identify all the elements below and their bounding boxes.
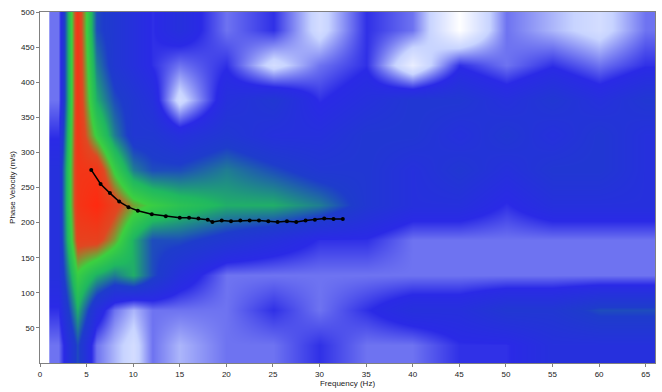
svg-text:100: 100 xyxy=(21,289,35,298)
svg-text:60: 60 xyxy=(595,370,604,379)
svg-text:350: 350 xyxy=(21,113,35,122)
svg-text:15: 15 xyxy=(175,370,184,379)
svg-text:150: 150 xyxy=(21,254,35,263)
svg-text:400: 400 xyxy=(21,78,35,87)
svg-text:Frequency (Hz): Frequency (Hz) xyxy=(320,379,375,388)
svg-text:50: 50 xyxy=(25,324,34,333)
svg-text:20: 20 xyxy=(222,370,231,379)
svg-text:200: 200 xyxy=(21,218,35,227)
svg-text:55: 55 xyxy=(548,370,557,379)
svg-text:5: 5 xyxy=(84,370,89,379)
svg-text:450: 450 xyxy=(21,43,35,52)
svg-text:45: 45 xyxy=(455,370,464,379)
svg-text:65: 65 xyxy=(641,370,650,379)
svg-text:50: 50 xyxy=(501,370,510,379)
svg-text:Phase Velocity (m/s): Phase Velocity (m/s) xyxy=(8,151,17,224)
svg-text:40: 40 xyxy=(408,370,417,379)
svg-text:0: 0 xyxy=(38,370,43,379)
svg-text:250: 250 xyxy=(21,183,35,192)
svg-text:10: 10 xyxy=(129,370,138,379)
svg-text:500: 500 xyxy=(21,8,35,17)
svg-text:25: 25 xyxy=(268,370,277,379)
svg-text:300: 300 xyxy=(21,148,35,157)
svg-text:35: 35 xyxy=(362,370,371,379)
svg-text:30: 30 xyxy=(315,370,324,379)
